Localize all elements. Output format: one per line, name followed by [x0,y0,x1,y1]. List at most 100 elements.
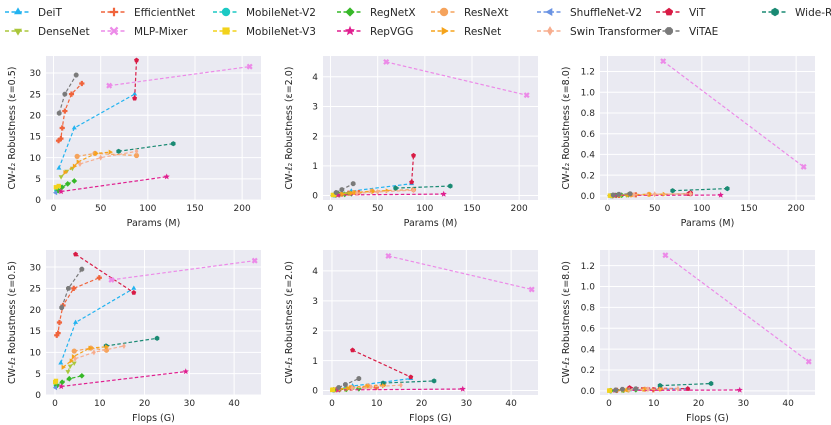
data-point [335,191,342,198]
data-point [122,342,126,349]
x-tick-label: 200 [788,204,805,214]
x-axis-label: Flops (G) [686,413,729,424]
series-line [57,180,75,192]
legend-label: EfficientNet [134,7,195,19]
legend-marker [545,8,553,16]
series-vitae [613,386,639,393]
y-tick-label: 0.0 [581,387,596,397]
legend-label: Swin Transformer [570,26,662,38]
data-point [154,335,160,341]
data-point [340,191,345,197]
series-repvgg [58,173,170,195]
data-point [134,57,139,63]
series-line [659,382,712,387]
legend-item-deit: DeiT [5,7,62,19]
legend-marker [109,26,119,36]
data-point [627,191,633,197]
legend-label: ViTAE [689,26,718,38]
legend-item-vit: ViT [656,7,706,19]
series-vit [409,152,416,185]
data-point [58,383,65,390]
legend-label: MobileNet-V2 [246,7,316,19]
data-point [58,135,64,142]
y-axis-label: CW-ℓ₂ Robustness (ε=0.5) [7,261,18,384]
data-point [607,193,613,198]
series-deit [56,91,138,170]
data-point [459,385,466,392]
data-point [132,91,138,96]
data-point [52,190,58,196]
series-line [118,143,174,152]
series-wide-resnet [380,378,437,386]
series-vitae [610,191,633,198]
y-tick-label: 20 [30,111,42,121]
data-point [62,108,68,114]
x-tick-label: 200 [234,204,251,214]
x-tick-label: 100 [139,204,156,214]
data-point [350,181,356,187]
y-tick-label: 0.8 [581,109,596,119]
data-point [736,386,743,393]
chart-svg: 0 10 20 30 40 0 5 10 15 20 25 30 Flops (G) CW-ℓ₂ Robu… [7,250,261,424]
x-tick-label: 0 [52,399,58,409]
y-tick-label: 15 [30,327,41,337]
x-axis-label: Params (M) [404,218,458,229]
x-tick-label: 10 [94,399,106,409]
data-point [79,266,85,272]
legend-label: Wide-ResNet [795,7,831,19]
legend-marker [222,27,230,35]
data-point [88,345,93,351]
data-point [660,58,667,65]
legend-item-swin-transformer: Swin Transformer [537,26,662,38]
data-point [58,175,64,180]
legend-item-mobilenet-v3: MobileNet-V3 [213,26,316,38]
series-line [64,151,111,173]
data-point [431,378,437,384]
y-tick-label: 2 [312,132,318,142]
y-axis-label: CW-ℓ₂ Robustness (ε=2.0) [284,67,295,190]
data-point [79,80,85,87]
y-tick-label: 0 [35,391,41,401]
legend-marker [665,27,673,35]
data-point [108,149,113,155]
plot-background [600,250,815,395]
y-tick-label: 0.4 [581,151,596,161]
series-mobilenet-v3 [53,183,61,190]
series-line [61,176,167,193]
series-vitae [333,181,356,195]
series-mlp-mixer [106,63,253,89]
legend-marker [345,25,355,36]
series-shufflenet-v2 [52,190,58,196]
legend-marker [771,7,779,17]
data-point [53,378,59,384]
data-point [71,348,77,354]
series-line [111,260,255,281]
legend-marker [665,7,673,16]
series-swin-transformer [350,382,403,392]
series-vitae [336,376,362,390]
data-point [448,183,453,189]
data-point [133,152,140,159]
legend-label: DeiT [38,7,62,19]
data-point [71,178,78,184]
data-point [56,183,61,189]
data-point [382,383,387,389]
series-mlp-mixer [385,252,535,293]
y-tick-label: 0.4 [581,345,596,355]
data-point [71,354,77,360]
x-tick-label: 150 [186,204,203,214]
x-tick-label: 100 [693,204,710,214]
data-point [613,387,619,393]
data-point [371,188,376,194]
plot-background [323,56,538,200]
chart-flops-eps-2-0: 0 10 20 30 40 0 1 2 3 4 Flops (G) CW-ℓ₂ Robustness … [277,246,554,425]
series-mobilenet-v3 [607,388,613,393]
data-point [63,169,68,175]
data-point [73,251,79,257]
series-repvgg [58,368,189,390]
y-tick-label: 1 [312,357,318,367]
chart-flops-eps-8-0: 0 10 20 30 40 0.0 0.2 0.4 0.6 0.8 1.0 1.2 Flops (G) C… [554,246,831,425]
data-point [800,163,807,170]
legend-item-shufflenet-v2: ShuffleNet-V2 [537,7,642,19]
x-tick-label: 150 [463,204,480,214]
